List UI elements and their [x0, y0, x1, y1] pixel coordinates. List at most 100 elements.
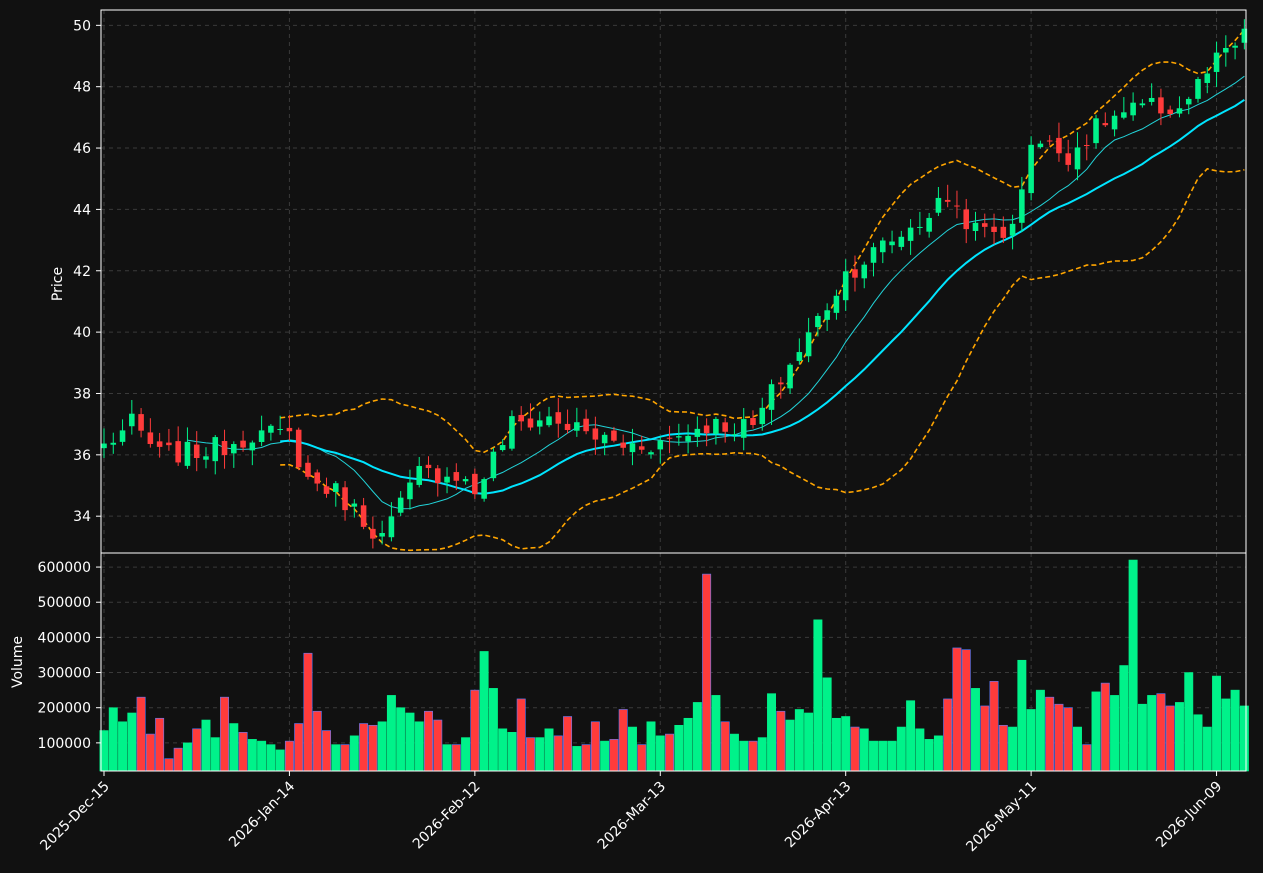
candle-body [462, 479, 469, 482]
candle-body [388, 516, 395, 538]
volume-bar [971, 688, 980, 772]
x-tick-label: 2026-May-11 [963, 779, 1040, 856]
price-tick-label: 48 [73, 80, 91, 96]
candle-body [555, 412, 562, 424]
x-tick-label: 2026-Jun-09 [1153, 779, 1225, 851]
volume-bar [173, 747, 183, 772]
candle-body [434, 468, 441, 484]
volume-bar [1239, 705, 1249, 772]
candle-body [1139, 103, 1146, 106]
candle-body [722, 422, 728, 432]
volume-bar [767, 693, 777, 772]
volume-bar [182, 742, 192, 772]
candle-body [295, 429, 302, 468]
candle-body [156, 441, 163, 447]
volume-bar [822, 677, 832, 772]
volume-bar [414, 721, 424, 772]
candle-body [175, 441, 181, 463]
candle-body [611, 430, 617, 441]
candle-body [1074, 147, 1081, 170]
price-tick-label: 42 [73, 264, 91, 280]
candle-body [397, 497, 404, 513]
volume-bars [99, 559, 1249, 772]
volume-axis-label: Volume [10, 636, 26, 688]
volume-bar [943, 698, 953, 772]
candle-body [685, 435, 691, 442]
candle-body [1046, 140, 1053, 142]
price-tick-label: 38 [73, 386, 91, 402]
volume-bar [841, 716, 851, 772]
candle-body [759, 407, 766, 425]
volume-bar [1174, 702, 1184, 772]
volume-bar [804, 712, 814, 772]
candle-body [518, 414, 524, 422]
volume-bar [933, 735, 943, 772]
candle-body [805, 332, 812, 357]
volume-bar [711, 695, 721, 772]
candle-body [314, 472, 321, 484]
candle-body [815, 315, 821, 328]
candle-body [898, 236, 905, 247]
candle-body [1102, 123, 1109, 126]
candle-body [657, 440, 664, 450]
volume-bar [553, 735, 563, 772]
candle-body [240, 440, 246, 448]
candle-body [1232, 45, 1238, 48]
volume-bar [720, 721, 730, 772]
volume-bar [1193, 714, 1203, 772]
candle-body [147, 432, 154, 444]
candle-body [601, 434, 608, 444]
volume-bar [294, 723, 304, 772]
candle-body [852, 269, 858, 278]
volume-bar [1202, 726, 1212, 772]
volume-bar [1082, 744, 1092, 772]
candle-body [648, 452, 654, 455]
volume-bar [470, 689, 480, 772]
volume-bar [600, 740, 610, 772]
price-axis-ticks: 34 36 38 40 42 44 46 48 50 [73, 18, 101, 525]
candle-body [1223, 47, 1229, 53]
candle-body [564, 423, 571, 431]
volume-tick-label: 500000 [38, 595, 91, 611]
volume-bar [1230, 689, 1240, 772]
candle-body [778, 382, 784, 385]
candle-body [944, 199, 951, 202]
volume-bar [609, 739, 619, 772]
volume-bar [359, 723, 369, 772]
candle-body [166, 442, 172, 446]
volume-bar [1212, 675, 1222, 772]
x-tick-label: 2025-Dec-15 [37, 779, 112, 854]
x-tick-label: 2026-Apr-13 [782, 779, 855, 852]
volume-bar [451, 744, 461, 772]
volume-tick-label: 300000 [38, 666, 91, 682]
volume-bar [729, 733, 739, 772]
volume-bar [498, 728, 508, 772]
volume-bar [989, 681, 999, 772]
volume-bar [776, 710, 786, 772]
volume-bar [581, 744, 591, 772]
volume-bar [331, 744, 341, 772]
volume-bar [1137, 703, 1147, 772]
volume-bar [1110, 695, 1120, 772]
volume-bar [544, 728, 554, 772]
volume-bar [692, 702, 702, 772]
candle-body [1009, 223, 1016, 236]
candle-body [1093, 118, 1099, 144]
candle-body [1241, 28, 1248, 43]
candle-body [972, 222, 979, 232]
volume-bar [952, 647, 962, 772]
price-tick-label: 44 [73, 202, 91, 218]
volume-bar [322, 730, 331, 772]
candle-body [703, 425, 710, 434]
volume-bar [896, 726, 906, 772]
candle-body [1037, 143, 1044, 148]
candle-body [991, 226, 997, 232]
volume-bar [118, 721, 128, 772]
candle-body [750, 418, 756, 425]
price-axis-label: Price [50, 267, 66, 301]
candle-body [694, 428, 701, 437]
candle-body [472, 473, 478, 495]
candle-body [824, 310, 830, 320]
volume-bar [1128, 559, 1138, 772]
